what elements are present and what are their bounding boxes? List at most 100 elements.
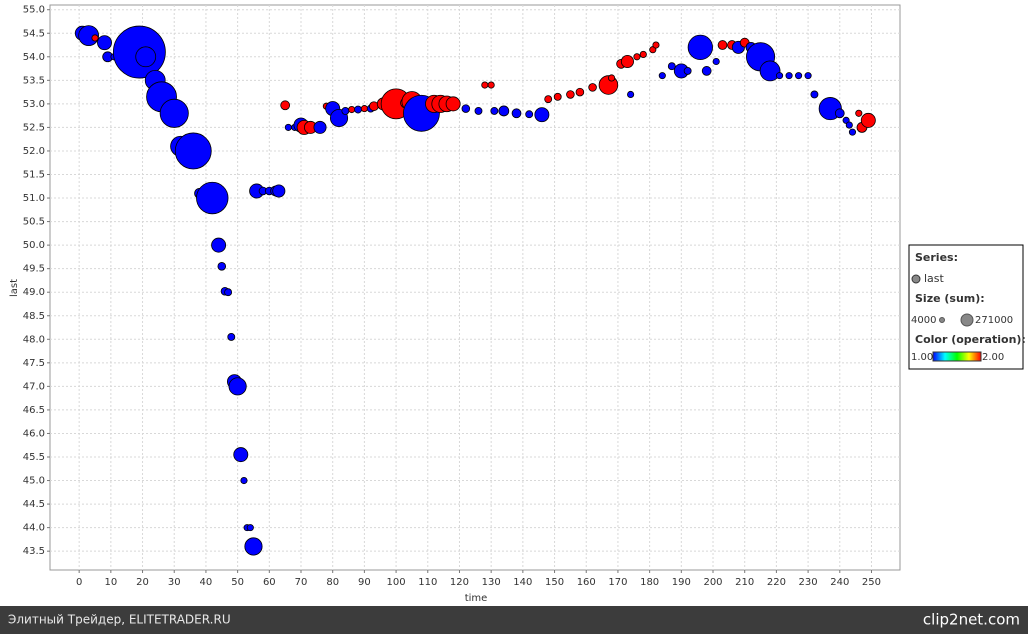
x-tick-label: 190 xyxy=(672,577,691,588)
x-tick-label: 210 xyxy=(735,577,754,588)
bubble xyxy=(348,105,356,114)
bubble xyxy=(712,57,720,66)
bubble xyxy=(810,90,819,99)
bubble xyxy=(667,62,676,71)
x-tick-label: 150 xyxy=(545,577,564,588)
bubble xyxy=(284,123,292,131)
bubble xyxy=(360,105,368,113)
x-tick-label: 50 xyxy=(231,577,244,588)
legend-box xyxy=(908,244,1024,370)
y-tick-label: 48.0 xyxy=(23,334,45,345)
x-tick-label: 120 xyxy=(450,577,469,588)
bubble xyxy=(553,92,562,101)
x-tick-label: 110 xyxy=(418,577,437,588)
bubble xyxy=(658,72,666,80)
x-tick-label: 10 xyxy=(104,577,117,588)
x-tick-label: 130 xyxy=(482,577,501,588)
footer-bar xyxy=(0,606,1028,634)
y-tick-label: 50.5 xyxy=(23,217,45,228)
bubble xyxy=(652,41,660,49)
x-tick-label: 20 xyxy=(136,577,149,588)
y-tick-label: 51.0 xyxy=(23,193,45,204)
y-tick-label: 52.5 xyxy=(23,122,45,133)
x-tick-label: 140 xyxy=(513,577,532,588)
size-legend-marker xyxy=(960,313,974,327)
y-tick-label: 47.0 xyxy=(23,381,45,392)
bubble xyxy=(633,53,641,61)
bubble xyxy=(224,288,233,297)
y-tick-label: 53.0 xyxy=(23,99,45,110)
bubble xyxy=(511,108,522,119)
bubble xyxy=(848,128,857,136)
bubble xyxy=(534,107,550,123)
bubble xyxy=(280,100,291,111)
color-legend-label: 2.00 xyxy=(982,352,1004,363)
y-tick-label: 53.5 xyxy=(23,75,45,86)
y-tick-label: 52.0 xyxy=(23,146,45,157)
bubble xyxy=(776,72,784,80)
bubble xyxy=(244,537,263,556)
bubble xyxy=(620,54,634,69)
bubble xyxy=(461,104,471,113)
bubble xyxy=(759,60,781,82)
bubble xyxy=(217,262,227,271)
bubble xyxy=(566,90,575,99)
x-tick-label: 230 xyxy=(799,577,818,588)
bubble xyxy=(701,66,712,76)
y-tick-label: 49.0 xyxy=(23,287,45,298)
bubble xyxy=(240,476,248,485)
bubble xyxy=(795,72,803,80)
bubble xyxy=(227,333,236,341)
bubble xyxy=(174,132,212,170)
bubble xyxy=(627,90,635,99)
y-tick-label: 44.0 xyxy=(23,523,45,534)
bubble xyxy=(228,377,247,396)
x-tick-label: 250 xyxy=(862,577,881,588)
plot-area xyxy=(49,4,901,571)
bubble xyxy=(91,34,99,42)
x-tick-label: 90 xyxy=(358,577,371,588)
bubble xyxy=(233,447,249,463)
y-tick-label: 46.0 xyxy=(23,428,45,439)
size-legend-marker xyxy=(939,317,945,323)
size-legend-label: 4000 xyxy=(911,315,936,326)
color-legend-label: 1.00 xyxy=(911,352,933,363)
y-tick-label: 54.5 xyxy=(23,28,45,39)
bubble xyxy=(354,105,362,114)
legend-series-title: Series: xyxy=(915,251,958,264)
bubble xyxy=(474,107,483,115)
bubble xyxy=(341,107,350,115)
bubble xyxy=(313,120,327,134)
y-tick-label: 46.5 xyxy=(23,405,45,416)
x-tick-label: 240 xyxy=(830,577,849,588)
x-tick-label: 40 xyxy=(200,577,213,588)
y-tick-label: 45.0 xyxy=(23,476,45,487)
x-tick-label: 220 xyxy=(767,577,786,588)
bubble xyxy=(834,108,845,119)
bubble xyxy=(97,35,112,51)
bubble xyxy=(717,40,728,50)
y-tick-label: 49.5 xyxy=(23,264,45,275)
bubble xyxy=(845,121,853,129)
bubble xyxy=(246,524,254,532)
bubble xyxy=(272,184,286,198)
bubble xyxy=(608,74,616,82)
bubble xyxy=(804,72,812,80)
bubble xyxy=(639,50,647,58)
legend-entry: last xyxy=(924,272,945,285)
bubble xyxy=(683,66,692,75)
footer-left: Элитный Трейдер, ELITETRADER.RU xyxy=(8,613,231,627)
x-tick-label: 0 xyxy=(76,577,82,588)
bubble xyxy=(575,87,585,97)
series xyxy=(74,25,876,556)
x-tick-label: 200 xyxy=(703,577,722,588)
bubble xyxy=(487,81,495,89)
bubble xyxy=(481,81,489,89)
y-axis-title: last xyxy=(9,279,20,297)
y-tick-label: 44.5 xyxy=(23,499,45,510)
x-tick-label: 170 xyxy=(608,577,627,588)
y-tick-label: 47.5 xyxy=(23,358,45,369)
bubble xyxy=(855,109,863,117)
